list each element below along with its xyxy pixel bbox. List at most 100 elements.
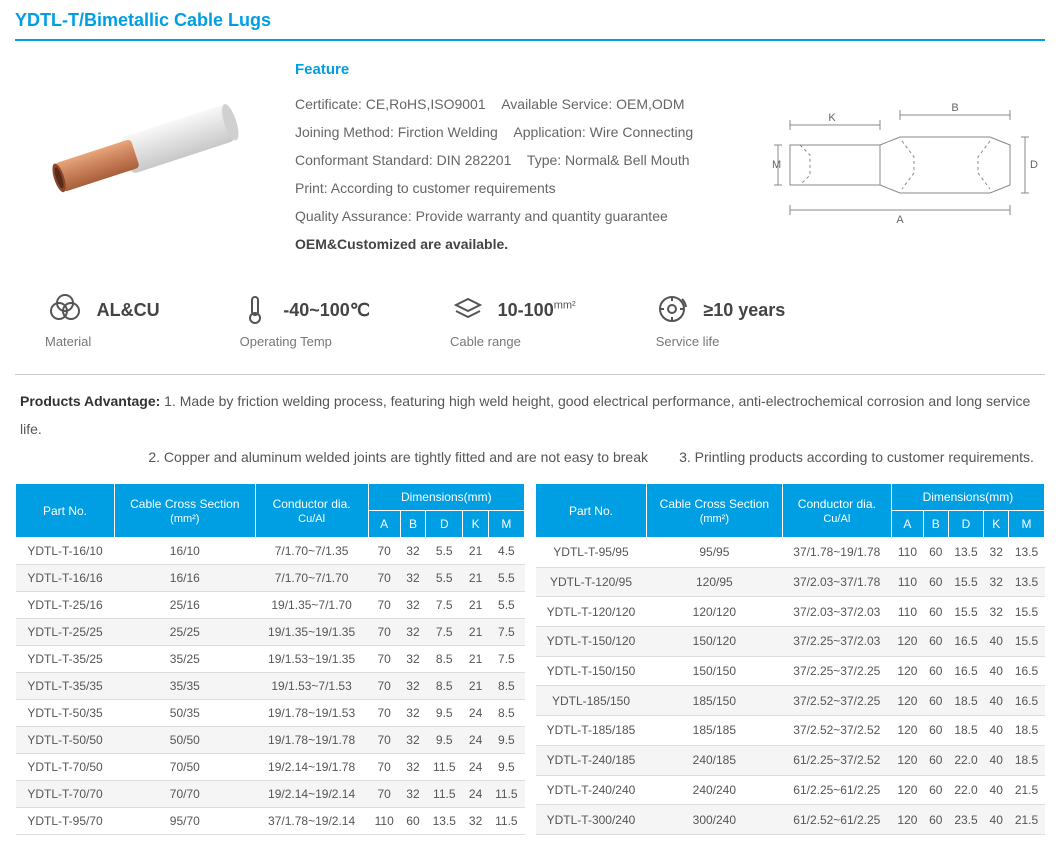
table-cell: 70	[368, 700, 400, 727]
spec-range: 10-100mm² Cable range	[450, 293, 576, 349]
svg-text:K: K	[828, 112, 836, 124]
table-cell: 40	[984, 775, 1009, 805]
table-row: YDTL-T-120/120120/12037/2.03~37/2.031106…	[536, 597, 1045, 627]
table-cell: 61/2.52~61/2.25	[782, 805, 891, 835]
table-cell: 70	[368, 781, 400, 808]
table-cell: 19/1.35~7/1.70	[255, 592, 368, 619]
spec-material-label: Material	[45, 334, 160, 349]
table-cell: 13.5	[948, 538, 984, 568]
table-cell: 24	[463, 781, 488, 808]
table-cell: 13.5	[426, 808, 463, 835]
table-cell: 4.5	[488, 538, 524, 565]
advantage-p2: 2. Copper and aluminum welded joints are…	[148, 449, 648, 465]
table-cell: 32	[400, 619, 425, 646]
table-cell: 18.5	[948, 716, 984, 746]
table-cell: 32	[400, 565, 425, 592]
table-cell: 21	[463, 592, 488, 619]
table-cell: 61/2.25~37/2.52	[782, 745, 891, 775]
table-cell: 32	[984, 567, 1009, 597]
tables-container: Part No. Cable Cross Section(mm²) Conduc…	[15, 483, 1045, 835]
table-cell: 16.5	[948, 656, 984, 686]
feature-cert: Certificate: CE,RoHS,ISO9001	[295, 96, 486, 112]
table-row: YDTL-T-35/3535/3519/1.53~7/1.5370328.521…	[16, 673, 525, 700]
feature-oem: OEM&Customized are available.	[295, 230, 745, 258]
table-cell: 70	[368, 619, 400, 646]
table-cell: 110	[891, 567, 923, 597]
table-cell: 37/1.78~19/2.14	[255, 808, 368, 835]
table-cell: 50/35	[115, 700, 256, 727]
table-cell: 120	[891, 627, 923, 657]
table-cell: YDTL-T-240/240	[536, 775, 647, 805]
table-cell: 120	[891, 775, 923, 805]
table-cell: 35/35	[115, 673, 256, 700]
table-cell: 185/185	[646, 716, 782, 746]
spec-range-value: 10-100	[498, 300, 554, 321]
table-cell: 8.5	[488, 700, 524, 727]
table-cell: 11.5	[488, 781, 524, 808]
spec-table-left: Part No. Cable Cross Section(mm²) Conduc…	[15, 483, 525, 835]
table-cell: 32	[984, 538, 1009, 568]
table-cell: 9.5	[426, 700, 463, 727]
table-cell: YDTL-T-50/35	[16, 700, 115, 727]
th-conductor: Conductor dia.Cu/Al	[255, 484, 368, 538]
th-part: Part No.	[536, 484, 647, 538]
table-cell: 16.5	[1008, 686, 1044, 716]
table-cell: YDTL-T-185/185	[536, 716, 647, 746]
table-row: YDTL-T-50/3550/3519/1.78~19/1.5370329.52…	[16, 700, 525, 727]
table-cell: 37/2.25~37/2.03	[782, 627, 891, 657]
spec-range-label: Cable range	[450, 334, 576, 349]
table-cell: 19/1.78~19/1.53	[255, 700, 368, 727]
th-dims: Dimensions(mm)	[891, 484, 1044, 511]
table-cell: 37/2.52~37/2.25	[782, 686, 891, 716]
table-cell: 60	[924, 567, 949, 597]
table-row: YDTL-T-25/2525/2519/1.35~19/1.3570327.52…	[16, 619, 525, 646]
table-cell: 19/1.53~19/1.35	[255, 646, 368, 673]
table-cell: 240/185	[646, 745, 782, 775]
life-icon	[656, 293, 692, 328]
svg-text:B: B	[951, 102, 958, 114]
table-cell: 60	[924, 775, 949, 805]
table-cell: 150/150	[646, 656, 782, 686]
table-cell: 15.5	[1008, 597, 1044, 627]
table-cell: 70	[368, 673, 400, 700]
table-cell: YDTL-T-240/185	[536, 745, 647, 775]
table-cell: 60	[924, 686, 949, 716]
table-cell: 19/1.53~7/1.53	[255, 673, 368, 700]
feature-heading: Feature	[295, 61, 745, 78]
spec-temp-label: Operating Temp	[240, 334, 370, 349]
th-b: B	[400, 511, 425, 538]
table-cell: 60	[924, 716, 949, 746]
table-cell: 21	[463, 673, 488, 700]
table-cell: 24	[463, 727, 488, 754]
table-cell: 11.5	[426, 781, 463, 808]
table-cell: 21.5	[1008, 775, 1044, 805]
top-section: Feature Certificate: CE,RoHS,ISO9001 Ava…	[15, 61, 1045, 258]
table-cell: 19/1.35~19/1.35	[255, 619, 368, 646]
table-cell: 95/95	[646, 538, 782, 568]
table-cell: 60	[924, 745, 949, 775]
table-cell: 32	[400, 754, 425, 781]
table-cell: 37/2.25~37/2.25	[782, 656, 891, 686]
table-cell: YDTL-T-50/50	[16, 727, 115, 754]
th-m: M	[488, 511, 524, 538]
table-cell: 32	[400, 700, 425, 727]
th-a: A	[891, 511, 923, 538]
table-cell: YDTL-T-70/70	[16, 781, 115, 808]
table-cell: YDTL-185/150	[536, 686, 647, 716]
table-cell: 18.5	[1008, 716, 1044, 746]
table-cell: 23.5	[948, 805, 984, 835]
spec-material: AL&CU Material	[45, 293, 160, 349]
table-cell: 24	[463, 754, 488, 781]
table-cell: 16/10	[115, 538, 256, 565]
table-row: YDTL-T-25/1625/1619/1.35~7/1.7070327.521…	[16, 592, 525, 619]
table-row: YDTL-T-16/1016/107/1.70~7/1.3570325.5214…	[16, 538, 525, 565]
table-cell: 8.5	[426, 646, 463, 673]
spec-life-label: Service life	[656, 334, 786, 349]
range-icon	[450, 293, 486, 328]
technical-diagram: K B A M D	[765, 61, 1045, 258]
table-cell: 95/70	[115, 808, 256, 835]
advantage-title: Products Advantage:	[20, 393, 160, 409]
table-cell: 70/70	[115, 781, 256, 808]
table-row: YDTL-T-95/7095/7037/1.78~19/2.141106013.…	[16, 808, 525, 835]
table-cell: 22.0	[948, 775, 984, 805]
